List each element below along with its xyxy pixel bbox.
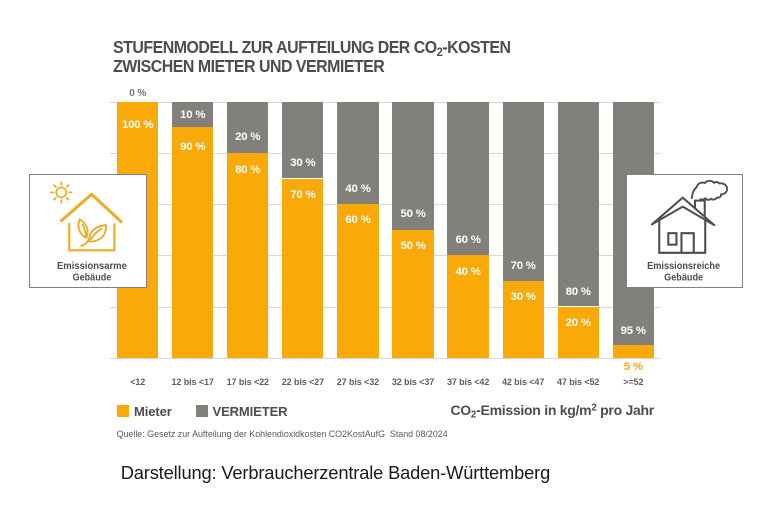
svg-text:Emissionsarme: Emissionsarme xyxy=(57,261,127,272)
svg-text:Gebäude: Gebäude xyxy=(664,272,703,283)
svg-text:Emissionsreiche: Emissionsreiche xyxy=(647,260,720,271)
svg-text:Gebäude: Gebäude xyxy=(72,273,111,284)
